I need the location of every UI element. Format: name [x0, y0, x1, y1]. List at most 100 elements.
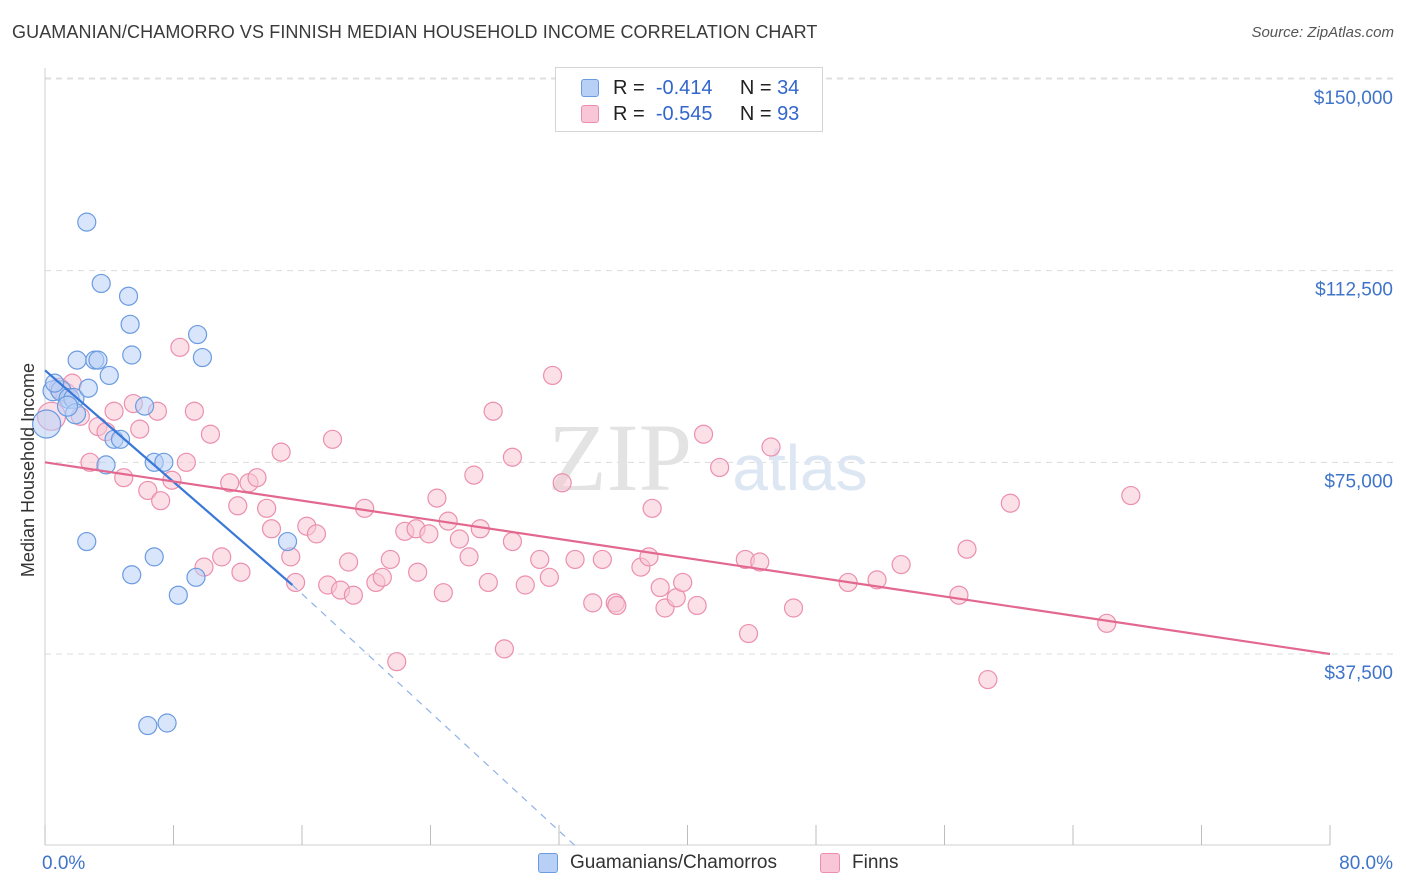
finns-point — [433, 583, 453, 603]
finns-point — [138, 480, 158, 501]
guamanians-point — [32, 409, 62, 439]
finns-point — [408, 562, 428, 582]
finns-point — [891, 554, 911, 575]
finns-point — [949, 585, 969, 605]
finns-point — [220, 473, 240, 493]
guamanians-point — [277, 531, 298, 552]
y-tick-label: $150,000 — [1314, 88, 1393, 109]
finns-point — [380, 549, 400, 570]
legend-r-label: R = — [613, 76, 645, 99]
x-tick-label: 0.0% — [42, 853, 85, 874]
y-tick-label: $37,500 — [1324, 663, 1393, 684]
finns-point — [478, 572, 498, 593]
finns-point — [464, 465, 484, 485]
guamanians-point — [192, 347, 213, 368]
legend-row-finns: R = -0.545 N = 93 — [581, 102, 799, 126]
finns-point — [306, 524, 327, 544]
finns-point — [176, 452, 196, 472]
finns-point — [322, 429, 343, 449]
x-tick-label: 80.0% — [1339, 853, 1393, 874]
finns-point — [750, 552, 770, 572]
finns-point — [372, 567, 392, 587]
finns-point — [104, 401, 124, 421]
finns-point — [231, 562, 251, 582]
source-credit: Source: ZipAtlas.com — [1251, 24, 1394, 41]
legend-r-value: -0.545 — [655, 102, 713, 125]
finns-point — [542, 365, 563, 386]
watermark-zip: ZIP — [548, 404, 692, 511]
finns-point — [151, 491, 171, 511]
finns-point — [642, 498, 662, 518]
legend: R = -0.414 N = 34 R = -0.545 N = 93 — [555, 67, 823, 132]
guamanians-point — [120, 314, 140, 334]
guamanians-point — [134, 396, 155, 416]
legend-n-label: N = — [739, 76, 772, 99]
finns-point — [693, 424, 714, 444]
guamanians-point — [77, 531, 97, 552]
finns-point — [212, 547, 232, 567]
finns-point — [261, 519, 282, 539]
swatch-guamanians — [538, 853, 558, 873]
finns-point — [114, 468, 134, 488]
finns-trend-line — [44, 461, 1331, 656]
finns-point — [247, 468, 267, 488]
finns-point — [494, 639, 514, 659]
zipatlas-watermark: ZIP atlas — [548, 404, 868, 511]
guamanians-point — [88, 350, 108, 370]
finns-point — [419, 524, 439, 544]
guamanians-point — [99, 365, 119, 386]
guamanians-point — [96, 455, 116, 475]
finns-point — [387, 652, 407, 672]
legend-r-value: -0.414 — [655, 76, 713, 99]
guamanians-point — [45, 373, 65, 393]
finns-point — [552, 473, 572, 493]
y-tick-label: $112,500 — [1315, 280, 1393, 301]
finns-point — [650, 577, 670, 598]
tick-labels: $37,500 $75,000 $112,500 $150,000 0.0% 80.0% — [42, 88, 1393, 874]
finns-point — [607, 595, 627, 616]
guamanians-point — [56, 395, 79, 417]
finns-point — [710, 457, 730, 478]
finns-point — [459, 547, 479, 567]
legend-r-label: R = — [613, 102, 645, 125]
finns-point — [338, 552, 359, 572]
guamanians-point — [154, 452, 174, 472]
guamanians-point — [110, 429, 131, 449]
finns-point — [271, 442, 291, 462]
guamanians-point — [122, 345, 142, 365]
finns-point — [530, 549, 550, 570]
chart-title: GUAMANIAN/CHAMORRO VS FINNISH MEDIAN HOU… — [12, 22, 818, 42]
watermark-atlas: atlas — [732, 432, 867, 504]
finns-point — [170, 337, 190, 357]
guamanians-trend-line — [44, 369, 294, 586]
data-points — [32, 212, 1141, 736]
axes — [44, 68, 1331, 846]
finns-point — [285, 572, 306, 593]
finns-point — [1121, 485, 1141, 506]
finns-point — [673, 572, 693, 593]
guamanians-point — [186, 567, 206, 587]
legend-swatch-guamanians — [581, 79, 599, 97]
finns-point — [427, 488, 447, 508]
finns-point — [257, 498, 277, 518]
guamanians-point — [67, 350, 87, 370]
finns-point — [1097, 613, 1117, 633]
legend-n-value: 93 — [777, 102, 800, 125]
finns-point — [1000, 493, 1020, 513]
finns-point — [502, 447, 523, 467]
guamanians-point — [91, 273, 111, 294]
finns-point — [483, 401, 503, 421]
legend-swatch-finns — [581, 105, 599, 123]
guamanians-point — [144, 547, 164, 567]
guamanians-point — [168, 585, 188, 605]
legend-row-guamanians: R = -0.414 N = 34 — [581, 76, 799, 100]
finns-point — [184, 401, 204, 421]
label-finns: Finns — [852, 852, 899, 873]
legend-n-label: N = — [739, 102, 772, 125]
bottom-legend-guamanians: Guamanians/Chamorros — [538, 852, 777, 874]
guamanians-point — [138, 715, 158, 736]
finns-point — [761, 437, 781, 457]
guamanians-point — [187, 324, 208, 345]
guamanians-point — [122, 565, 142, 585]
